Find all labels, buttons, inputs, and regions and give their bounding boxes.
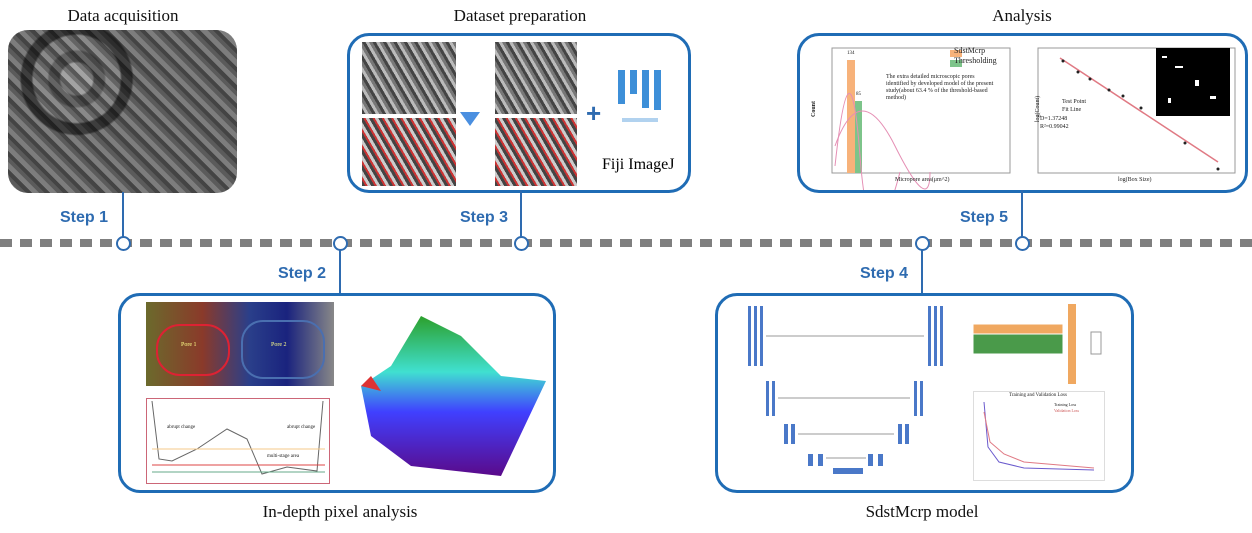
histogram-annotation: The extra detailed microscopic pores ide…	[886, 74, 994, 101]
step1-label: Step 1	[60, 209, 109, 226]
connector-step2	[339, 249, 341, 293]
legend-validation-loss: Validation Loss	[1054, 408, 1079, 413]
threshold-curve	[834, 110, 931, 190]
node-step4	[915, 236, 930, 251]
timeline-dashed-line	[0, 239, 1252, 247]
title-dataset-preparation: Dataset preparation	[453, 6, 587, 25]
pixel-analysis-panel: Pore 1 Pore 2 abrupt change abrupt chang…	[118, 293, 556, 493]
connector-step5	[1021, 190, 1023, 238]
sdst-curve	[834, 93, 901, 190]
bar-label-sdst: 134	[847, 51, 855, 56]
connector-step4	[921, 249, 923, 293]
dataset-panel: + Fiji ImageJ	[347, 33, 691, 193]
legend-sdstmcrp: SdstMcrp	[954, 46, 986, 55]
gray-profile-chart: abrupt change abrupt change multi-stage …	[146, 398, 330, 484]
abrupt-change-right: abrupt change	[287, 425, 316, 430]
labeled-crop-image	[362, 118, 456, 186]
legend-fit-line: Fit Line	[1062, 107, 1082, 113]
histogram-frame	[831, 47, 1011, 174]
step2-label: Step 2	[278, 265, 327, 282]
legend-test-point: Test Point	[1062, 99, 1087, 105]
step5-label: Step 5	[960, 209, 1009, 226]
title-data-acquisition: Data acquisition	[67, 6, 179, 25]
surface-3d-plot	[361, 316, 546, 476]
connector-step1	[122, 192, 124, 238]
node-step5	[1015, 236, 1030, 251]
histogram-xlabel: Micropore area(μm^2)	[895, 177, 950, 183]
sem-crop-image	[362, 42, 456, 114]
fiji-imagej-label: Fiji ImageJ	[602, 156, 675, 173]
node-step1	[116, 236, 131, 251]
node-step2	[333, 236, 348, 251]
sem-zoom-image	[495, 42, 577, 114]
step3-label: Step 3	[460, 209, 509, 226]
fractal-r2: R²=0.99042	[1040, 124, 1069, 130]
connector-step3	[520, 190, 522, 238]
plus-icon: +	[586, 98, 602, 128]
pore2-label: Pore 2	[271, 342, 287, 348]
labeled-zoom-image	[495, 118, 577, 186]
step4-label: Step 4	[860, 265, 909, 282]
abrupt-change-left: abrupt change	[167, 425, 196, 430]
fractal-dimension: D=1.37248	[1040, 116, 1068, 122]
analysis-charts	[831, 47, 1236, 190]
histogram-ylabel: Count	[811, 100, 818, 118]
fiji-logo-icon	[614, 66, 672, 128]
legend-training-loss: Training Loss	[1054, 402, 1077, 407]
bar-label-threshold: 85	[856, 92, 861, 97]
test-points	[1061, 59, 1220, 171]
unet-architecture	[748, 306, 943, 474]
pore1-label: Pore 1	[181, 342, 197, 348]
analysis-panel: SdstMcrp Thresholding The extra detailed…	[797, 33, 1248, 193]
fractal-xlabel: log(Box Size)	[1118, 177, 1152, 183]
multi-stage-area: multi-stage area	[267, 454, 300, 459]
legend-swatch-threshold	[950, 60, 962, 67]
arrow-down-icon	[460, 112, 480, 126]
loss-chart-title: Training and Validation Loss	[1009, 393, 1067, 398]
fractal-frame	[1037, 47, 1236, 174]
title-pixel-analysis: In-depth pixel analysis	[262, 502, 418, 521]
node-step3	[514, 236, 529, 251]
sem-image	[8, 30, 237, 193]
title-analysis: Analysis	[992, 6, 1052, 25]
title-model: SdstMcrp model	[865, 502, 979, 521]
fit-line	[1059, 57, 1219, 163]
legend-swatch-sdst	[950, 50, 962, 57]
binary-pore-image	[1156, 48, 1230, 116]
convolution-grid	[973, 304, 1102, 384]
model-panel: Training and Validation Loss Training Lo…	[715, 293, 1134, 493]
loss-chart: Training and Validation Loss Training Lo…	[973, 391, 1105, 481]
legend-thresholding: Thresholding	[954, 56, 997, 65]
pore-map-image: Pore 1 Pore 2	[146, 302, 334, 386]
